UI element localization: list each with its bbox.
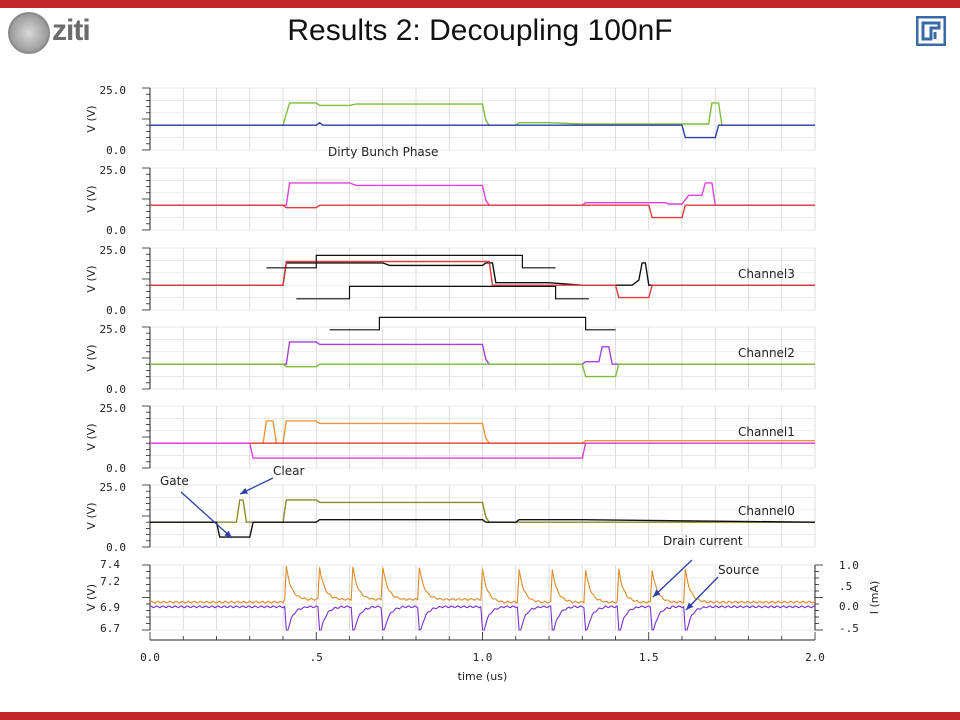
panel-4-annotation: Channel1 [738, 425, 795, 439]
slide-title: Results 2: Decoupling 100nF [287, 14, 673, 47]
panel-1-grid [149, 167, 816, 231]
top-accent-bar [0, 0, 960, 8]
panel-4-series-2-line [150, 442, 815, 459]
timing-line-0 [266, 254, 556, 269]
panel-2-series-0-line [150, 262, 815, 286]
x-tick-label-1: .5 [310, 651, 323, 664]
bottom-ytick-right-1: .5 [839, 580, 852, 593]
clear-annotation: Clear [273, 464, 304, 478]
panel-2-ytick-top: 25.0 [100, 244, 127, 257]
panel-3-annotation: Channel2 [738, 346, 795, 360]
x-axis-label: time (us) [458, 670, 508, 683]
panel-2-ytick-bottom: 0.0 [106, 304, 126, 317]
bottom-ytick-right-3: -.5 [839, 622, 859, 635]
timing-line-2 [329, 316, 616, 331]
panel-0-grid [149, 87, 816, 151]
panel-1-ytick-top: 25.0 [100, 164, 127, 177]
x-tick-label-4: 2.0 [805, 651, 825, 664]
gate-arrow [180, 491, 233, 539]
source-arrow [685, 576, 719, 611]
bottom-ylabel-left: V (V) [85, 584, 98, 611]
source-arrow-head [686, 602, 694, 610]
panel-0-ytick-bottom: 0.0 [106, 144, 126, 157]
source-annotation: Source [718, 563, 759, 577]
panel-1-series-0-line [150, 182, 815, 206]
drain-current-annotation: Drain current [663, 534, 743, 548]
panel-5-ytick-top: 25.0 [100, 481, 127, 494]
panel-5-series-0-line [150, 499, 815, 523]
panel-5-annotation: Channel0 [738, 504, 795, 518]
bottom-ytick-left-0: 7.4 [100, 558, 120, 571]
panel-2-ylabel: V (V) [85, 265, 98, 292]
panel-1-ytick-bottom: 0.0 [106, 224, 126, 237]
panel-4-ylabel: V (V) [85, 423, 98, 450]
panel-0-series-1-line [150, 121, 815, 139]
bottom-ytick-left-3: 6.7 [100, 622, 120, 635]
timing-line-1 [296, 285, 589, 300]
panel-2-series-1-line [150, 260, 815, 299]
bottom-ytick-left-2: 6.9 [100, 601, 120, 614]
x-tick-label-0: 0.0 [140, 651, 160, 664]
panel-1-series-1-line [150, 204, 815, 219]
bottom-accent-bar [0, 712, 960, 720]
drain-current-arrow [652, 559, 693, 598]
panel-2-grid [149, 247, 816, 311]
panel-5-series-1-line [150, 519, 816, 538]
bottom-series-1-line [149, 604, 815, 631]
ziti-logo: ziti [52, 14, 91, 47]
panel-3-grid [149, 326, 816, 390]
gate-annotation: Gate [160, 474, 189, 488]
bottom-ylabel-right: I (mA) [868, 581, 881, 615]
panel-5-ytick-bottom: 0.0 [106, 541, 126, 554]
panel-2-annotation: Channel3 [738, 267, 795, 281]
drain-current-arrow-head [653, 589, 661, 597]
institute-logo-icon [916, 16, 946, 46]
x-tick-label-3: 1.5 [639, 651, 659, 664]
bottom-series-0-line [149, 565, 816, 604]
bottom-ytick-right-0: 1.0 [839, 559, 859, 572]
gate-arrow-head [224, 530, 232, 538]
panel-4-ytick-bottom: 0.0 [106, 462, 126, 475]
university-seal-logo [8, 12, 50, 54]
clear-arrow-head [240, 487, 248, 494]
panel-5-ylabel: V (V) [85, 502, 98, 529]
panel-3-ylabel: V (V) [85, 344, 98, 371]
panel-0-ylabel: V (V) [85, 105, 98, 132]
panel-4-ytick-top: 25.0 [100, 402, 127, 415]
panel-0-ytick-top: 25.0 [100, 84, 127, 97]
panel-3-ytick-top: 25.0 [100, 323, 127, 336]
x-tick-label-2: 1.0 [473, 651, 493, 664]
panel-3-ytick-bottom: 0.0 [106, 383, 126, 396]
panel-1-ylabel: V (V) [85, 185, 98, 212]
bottom-ytick-right-2: 0.0 [839, 600, 859, 613]
panel-3-series-1-line [150, 363, 815, 378]
bottom-ytick-left-1: 7.2 [100, 575, 120, 588]
panel-0-annotation: Dirty Bunch Phase [328, 145, 438, 159]
